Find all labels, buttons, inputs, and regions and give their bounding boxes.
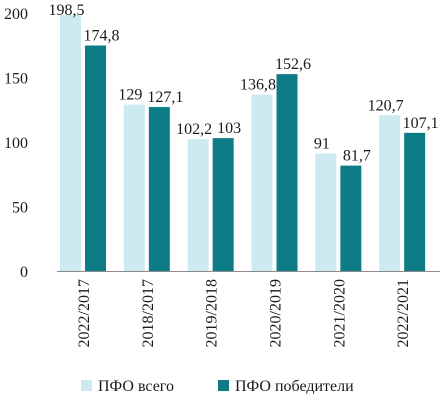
bar-total xyxy=(251,94,273,271)
data-labels: 198,5 174,8 129 127,1 102,2 103 136,8 152,6 91 81… xyxy=(49,2,439,165)
data-label: 136,8 xyxy=(240,77,276,94)
legend-swatch xyxy=(81,380,92,391)
data-label: 152,6 xyxy=(275,56,311,73)
bar-winners xyxy=(404,132,426,271)
data-label: 174,8 xyxy=(84,28,120,45)
x-tick-label: 2018/2017 xyxy=(140,279,157,347)
bar-winners xyxy=(148,107,170,271)
x-axis: 2022/2017 2018/2017 2019/2018 2020/2019 2021… xyxy=(57,271,440,347)
x-tick-label: 2022/2021 xyxy=(395,279,412,347)
bar-total xyxy=(315,153,337,271)
x-tick-label: 2022/2017 xyxy=(76,279,93,347)
data-label: 198,5 xyxy=(49,2,85,19)
legend-swatch xyxy=(218,380,229,391)
bars xyxy=(60,14,426,272)
data-label: 107,1 xyxy=(403,115,439,132)
x-tick-label: 2019/2018 xyxy=(204,279,221,347)
y-axis: 0 50 100 150 200 xyxy=(4,6,28,281)
y-tick-label: 150 xyxy=(4,71,28,88)
y-tick-label: 100 xyxy=(4,135,28,152)
y-tick-label: 50 xyxy=(12,200,28,217)
bar-total xyxy=(60,14,81,272)
data-label: 102,2 xyxy=(176,121,212,138)
data-label: 81,7 xyxy=(343,148,371,165)
legend-label: ПФО победители xyxy=(235,378,354,395)
y-tick-label: 200 xyxy=(4,6,28,23)
bar-winners xyxy=(85,45,106,272)
bar-winners xyxy=(276,74,298,271)
x-tick-label: 2020/2019 xyxy=(268,279,285,347)
data-label: 120,7 xyxy=(368,97,404,114)
bar-winners xyxy=(340,165,362,271)
legend-label: ПФО всего xyxy=(98,378,174,395)
bar-total xyxy=(187,139,209,271)
data-label: 91 xyxy=(314,136,330,153)
data-label: 129 xyxy=(118,87,142,104)
bar-total xyxy=(123,104,145,271)
bar-total xyxy=(379,115,401,271)
bar-winners xyxy=(212,138,234,271)
data-label: 127,1 xyxy=(147,89,183,106)
x-tick-label: 2021/2020 xyxy=(331,279,348,347)
y-tick-label: 0 xyxy=(20,264,28,281)
legend: ПФО всего ПФО победители xyxy=(81,378,354,395)
data-label: 103 xyxy=(217,120,241,137)
